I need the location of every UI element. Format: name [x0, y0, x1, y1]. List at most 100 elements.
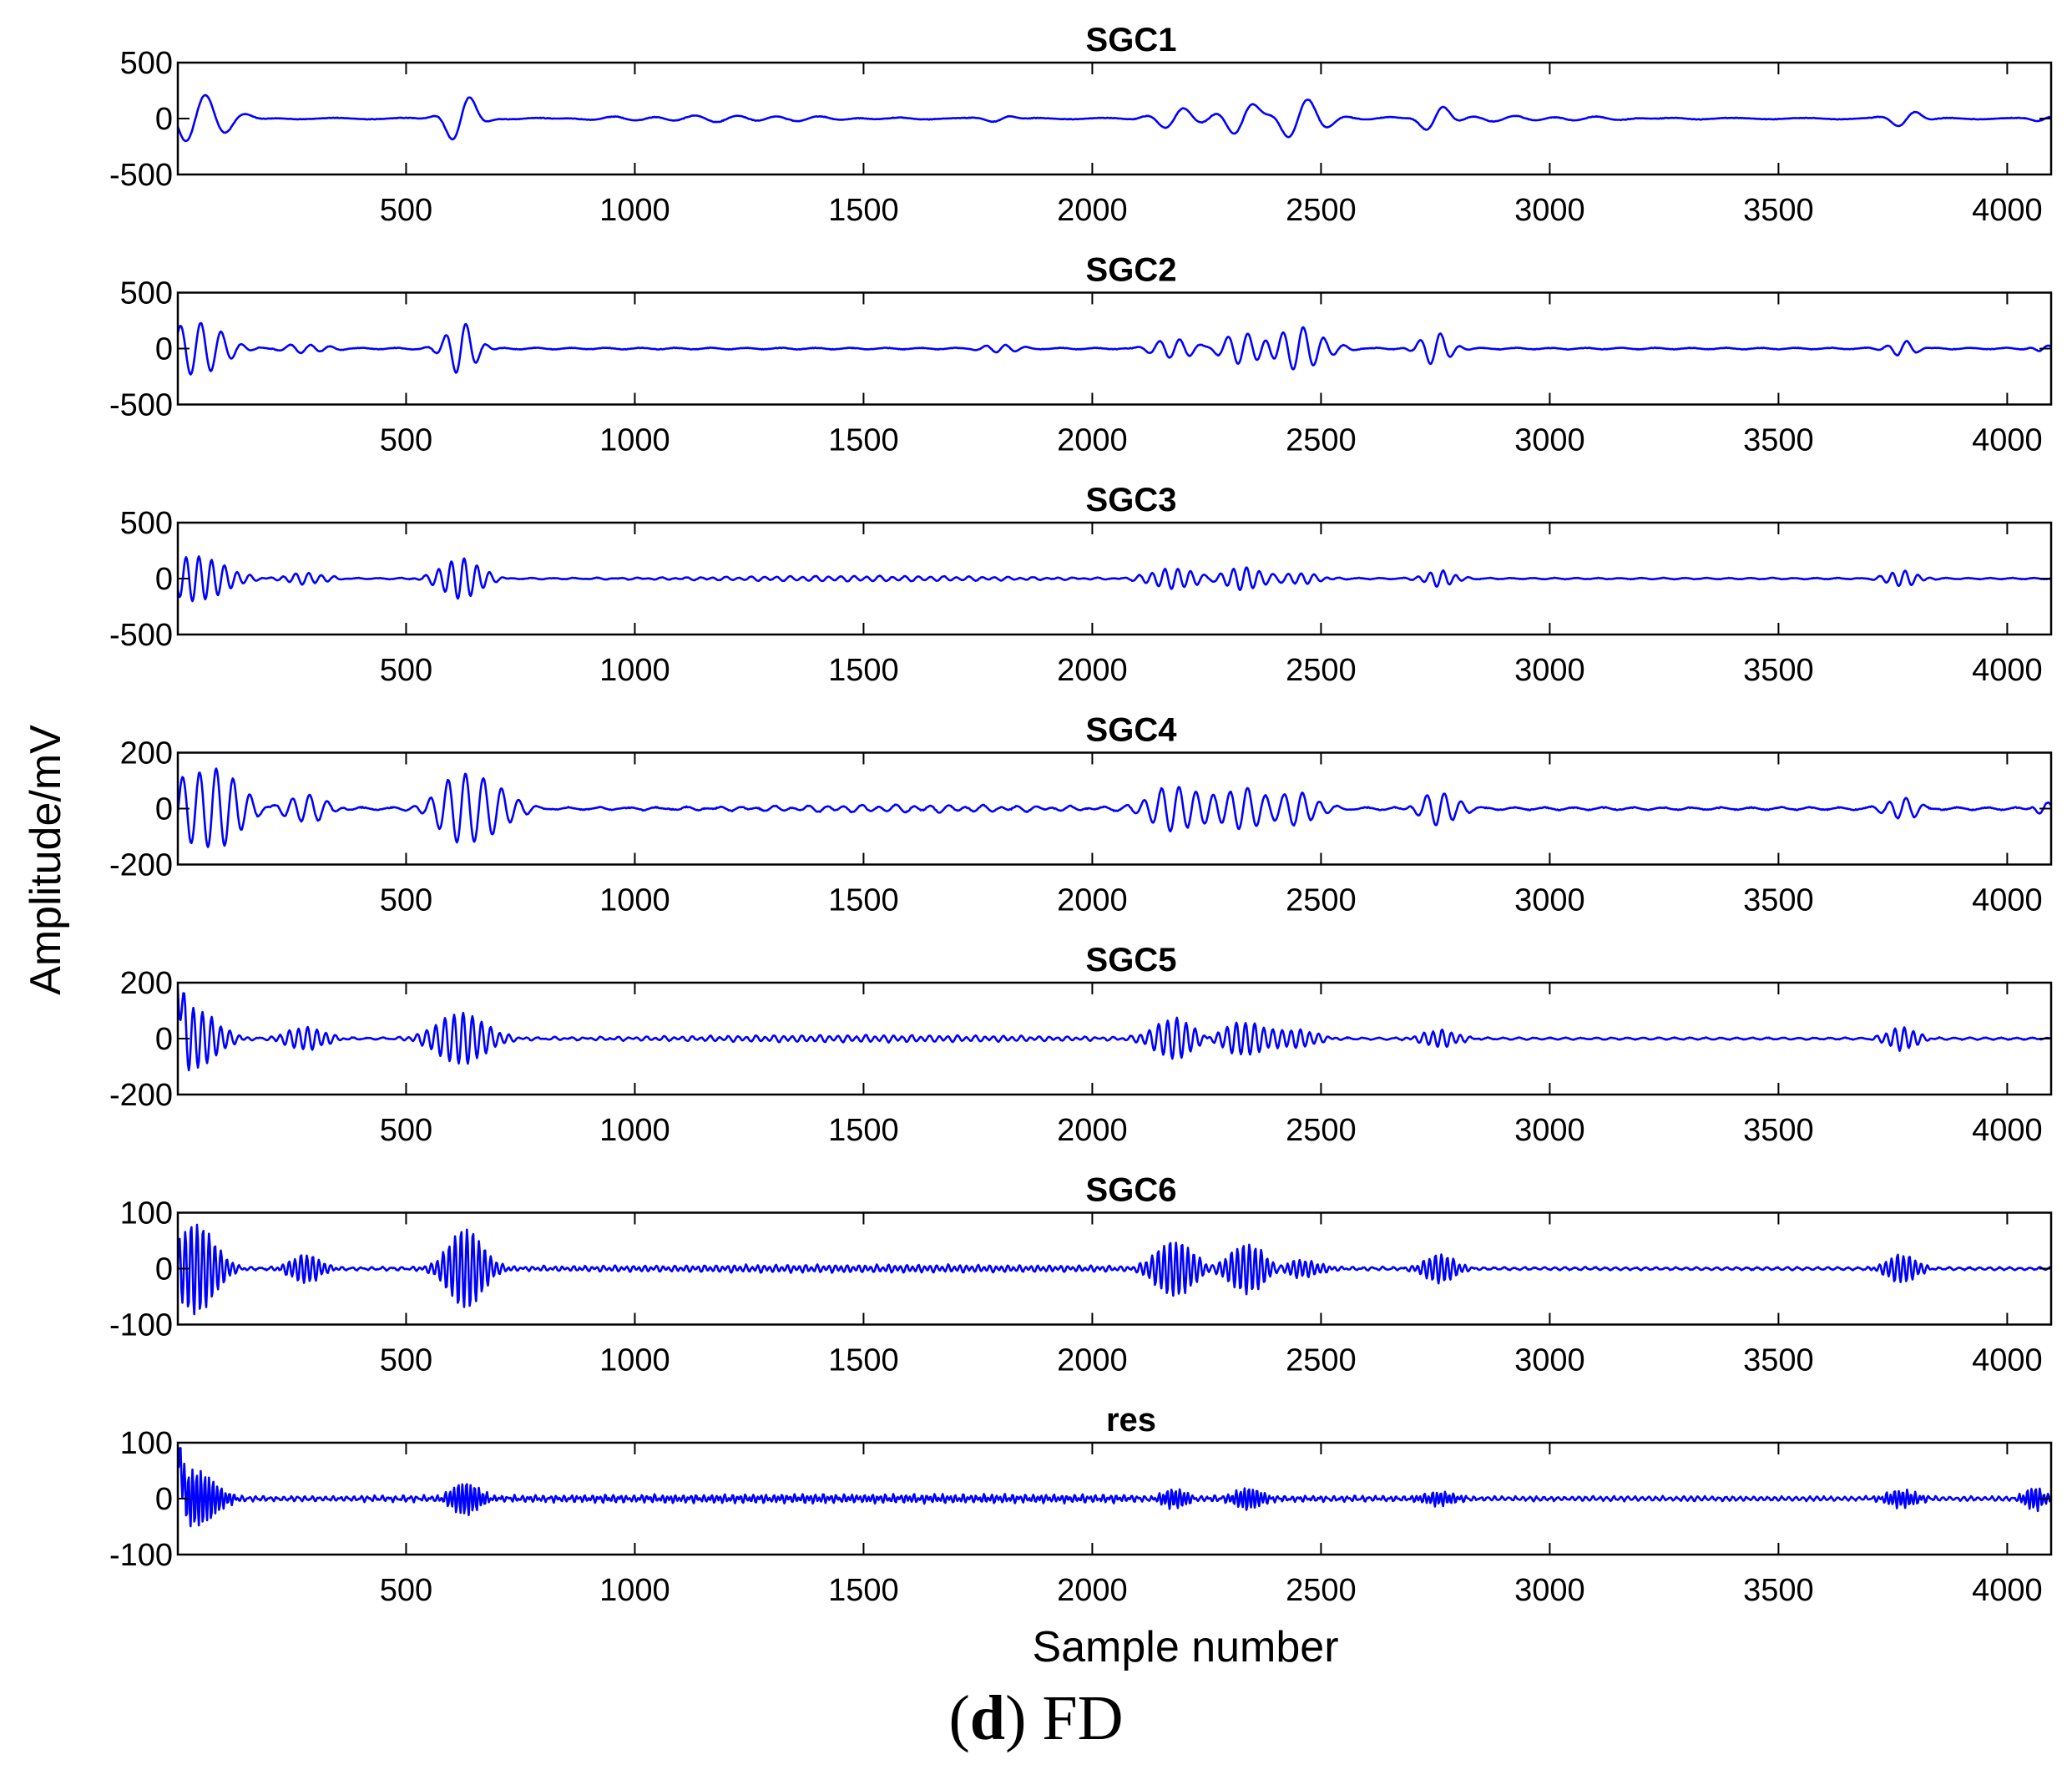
x-tick-label: 1500 — [828, 653, 899, 688]
y-tick-label: 0 — [155, 332, 173, 367]
x-tick-label: 500 — [380, 1343, 432, 1378]
subplot-sgc2: SGC2 500 1000 1500 2000 2500 3000 3500 4000 -500 0… — [109, 252, 2053, 458]
y-tick-label: 200 — [120, 736, 173, 771]
x-tick-label: 1500 — [828, 423, 899, 458]
x-tick-label: 1500 — [828, 883, 899, 918]
x-tick-label: 500 — [380, 883, 432, 918]
subplot-title: SGC4 — [1086, 712, 1178, 749]
x-tick-label: 2500 — [1286, 423, 1357, 458]
y-tick-label: -200 — [109, 848, 173, 883]
x-tick-label: 1500 — [828, 1113, 899, 1148]
figure-caption: (d) FD — [948, 1683, 1124, 1753]
subplot-title: SGC1 — [1086, 22, 1177, 58]
x-tick-label: 2500 — [1286, 193, 1357, 228]
y-tick-label: 500 — [120, 276, 173, 311]
x-tick-label: 4000 — [1972, 1113, 2043, 1148]
x-tick-label: 3500 — [1743, 423, 1814, 458]
y-tick-label: 0 — [155, 792, 173, 827]
x-tick-label: 3500 — [1743, 1573, 1814, 1608]
x-tick-label: 3500 — [1743, 1113, 1814, 1148]
x-tick-label: 3500 — [1743, 883, 1814, 918]
x-tick-label: 3500 — [1743, 1343, 1814, 1378]
caption-label: d — [969, 1683, 1006, 1753]
x-tick-label: 1000 — [599, 423, 670, 458]
x-tick-label: 2500 — [1286, 883, 1357, 918]
x-tick-label: 2500 — [1286, 1573, 1357, 1608]
x-tick-label: 2000 — [1057, 1113, 1128, 1148]
x-tick-label: 4000 — [1972, 193, 2043, 228]
x-tick-label: 4000 — [1972, 883, 2043, 918]
series-sgc3 — [178, 555, 2051, 603]
x-tick-label: 2500 — [1286, 1343, 1357, 1378]
x-tick-label: 3000 — [1514, 653, 1585, 688]
x-tick-label: 500 — [380, 1113, 432, 1148]
x-tick-label: 2000 — [1057, 653, 1128, 688]
y-tick-label: -500 — [109, 618, 173, 653]
subplot-title: SGC6 — [1086, 1172, 1177, 1209]
subplot-title: SGC5 — [1086, 942, 1177, 978]
y-tick-label: 100 — [120, 1196, 173, 1231]
subplot-title: SGC2 — [1086, 252, 1177, 289]
x-tick-label: 2000 — [1057, 1343, 1128, 1378]
y-tick-label: 500 — [120, 506, 173, 541]
subplot-sgc4: SGC4 500 1000 1500 2000 2500 3000 3500 4000 -200 0… — [109, 712, 2053, 918]
y-tick-label: 0 — [155, 1022, 173, 1057]
subplot-sgc1: SGC1 500 1000 1500 2000 2500 3000 3500 4000 -500 0… — [109, 22, 2053, 228]
series-res — [178, 1447, 2051, 1528]
x-tick-label: 4000 — [1972, 1343, 2043, 1378]
y-tick-label: -100 — [109, 1538, 173, 1573]
x-tick-label: 500 — [380, 423, 432, 458]
caption-method: FD — [1042, 1683, 1124, 1753]
subplot-sgc3: SGC3 500 1000 1500 2000 2500 3000 3500 4000 -500 0… — [109, 482, 2053, 688]
x-tick-label: 1000 — [599, 193, 670, 228]
x-tick-label: 3000 — [1514, 193, 1585, 228]
x-tick-label: 1000 — [599, 1343, 670, 1378]
y-tick-label: -100 — [109, 1308, 173, 1343]
x-tick-label: 4000 — [1972, 653, 2043, 688]
y-tick-label: 500 — [120, 46, 173, 81]
x-tick-label: 1500 — [828, 193, 899, 228]
y-tick-label: 200 — [120, 966, 173, 1001]
subplot-title: res — [1106, 1402, 1156, 1439]
x-tick-label: 3000 — [1514, 1113, 1585, 1148]
x-tick-label: 500 — [380, 1573, 432, 1608]
y-tick-label: 0 — [155, 102, 173, 137]
subplot-res: res 500 1000 1500 2000 2500 3000 3500 4000 -100 0 1… — [109, 1402, 2053, 1608]
y-tick-label: 0 — [155, 1482, 173, 1517]
x-tick-label: 2000 — [1057, 423, 1128, 458]
subplot-sgc5: SGC5 500 1000 1500 2000 2500 3000 3500 4000 -200 0… — [109, 942, 2053, 1148]
x-tick-label: 2000 — [1057, 193, 1128, 228]
y-tick-label: 0 — [155, 1252, 173, 1287]
series-sgc5 — [178, 988, 2051, 1072]
x-tick-label: 1000 — [599, 1113, 670, 1148]
x-tick-label: 2500 — [1286, 653, 1357, 688]
y-tick-label: -500 — [109, 158, 173, 193]
x-tick-label: 3500 — [1743, 653, 1814, 688]
subplot-title: SGC3 — [1086, 482, 1177, 518]
series-sgc4 — [178, 767, 2051, 848]
x-tick-label: 1000 — [599, 653, 670, 688]
series-sgc1 — [178, 94, 2051, 143]
y-tick-label: -200 — [109, 1078, 173, 1113]
x-tick-label: 2000 — [1057, 1573, 1128, 1608]
x-tick-label: 3000 — [1514, 1573, 1585, 1608]
x-tick-label: 1500 — [828, 1573, 899, 1608]
x-tick-label: 3000 — [1514, 423, 1585, 458]
x-tick-label: 2500 — [1286, 1113, 1357, 1148]
y-axis-label: Amplitude/mV — [22, 725, 70, 995]
x-tick-label: 1000 — [599, 883, 670, 918]
subplot-sgc6: SGC6 500 1000 1500 2000 2500 3000 3500 4000 -100 0… — [109, 1172, 2053, 1378]
x-tick-label: 3500 — [1743, 193, 1814, 228]
x-tick-label: 2000 — [1057, 883, 1128, 918]
x-tick-label: 1500 — [828, 1343, 899, 1378]
x-tick-label: 500 — [380, 653, 432, 688]
x-tick-label: 1000 — [599, 1573, 670, 1608]
series-sgc6 — [178, 1223, 2051, 1316]
y-tick-label: 100 — [120, 1426, 173, 1461]
x-axis-label: Sample number — [1032, 1623, 1338, 1671]
x-tick-label: 3000 — [1514, 883, 1585, 918]
x-tick-label: 3000 — [1514, 1343, 1585, 1378]
x-tick-label: 500 — [380, 193, 432, 228]
x-tick-label: 4000 — [1972, 423, 2043, 458]
